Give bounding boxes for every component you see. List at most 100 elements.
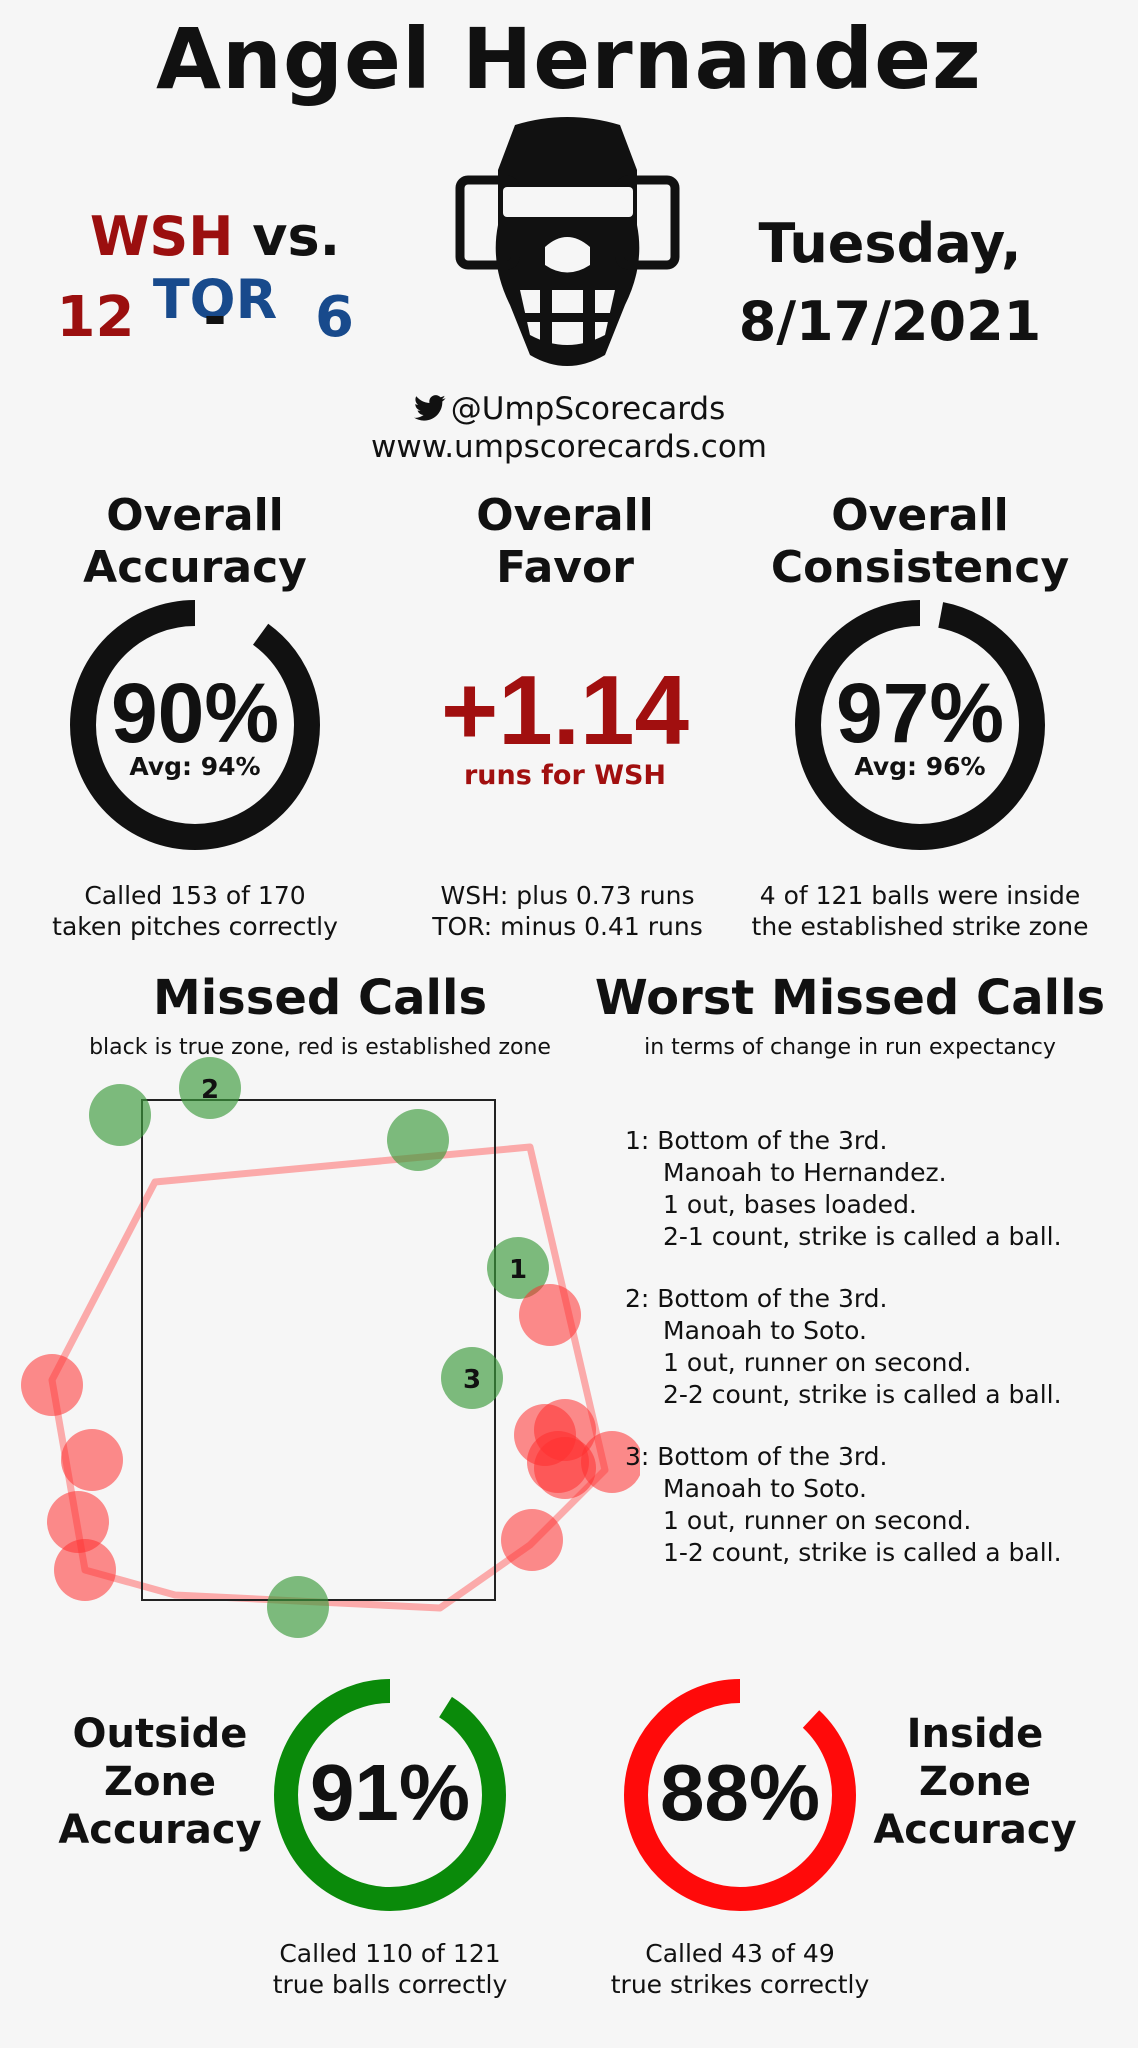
call-2-line4: 2-2 count, strike is called a ball.	[663, 1380, 1062, 1409]
overall-accuracy-caption-line1: Called 153 of 170	[84, 881, 306, 910]
missed-call-dot	[387, 1109, 449, 1171]
missed-calls-plot: 2 1 3	[21, 1057, 640, 1638]
website-link[interactable]: www.umpscorecards.com	[370, 429, 768, 465]
list-item: 3: Bottom of the 3rd. Manoah to Soto. 1 …	[625, 1441, 1105, 1569]
missed-call-dot	[21, 1354, 83, 1416]
umpire-mask-icon	[455, 117, 680, 366]
call-2-line2: Manoah to Soto.	[663, 1316, 867, 1345]
overall-consistency-value: 97%	[835, 666, 1005, 760]
inside-zone-title-line1: Inside	[906, 1711, 1044, 1757]
call-3-line1: 3: Bottom of the 3rd.	[625, 1442, 888, 1471]
call-1-line3: 1 out, bases loaded.	[663, 1190, 917, 1219]
overall-favor-block: +1.14 runs for WSH	[400, 660, 730, 791]
score-separator: -	[203, 285, 227, 350]
social-links: @UmpScorecards www.umpscorecards.com	[0, 390, 1138, 466]
call-3-line2: Manoah to Soto.	[663, 1474, 867, 1503]
outside-zone-title: Outside Zone Accuracy	[45, 1710, 275, 1854]
missed-call-dot	[89, 1084, 151, 1146]
worst-missed-calls-list: 1: Bottom of the 3rd. Manoah to Hernande…	[625, 1125, 1105, 1599]
missed-call-label-3: 3	[463, 1365, 481, 1395]
home-score: 12	[56, 285, 135, 350]
game-date: Tuesday, 8/17/2021	[720, 205, 1060, 361]
overall-favor-title-line2: Favor	[496, 542, 634, 593]
missed-call-dot-3	[441, 1347, 503, 1409]
inside-zone-caption: Called 43 of 49 true strikes correctly	[575, 1938, 905, 2000]
score: 12 - 6	[30, 285, 400, 350]
missed-call-label-1: 1	[509, 1255, 527, 1285]
missed-calls-subtitle: black is true zone, red is established z…	[89, 1035, 551, 1060]
overall-consistency-avg: Avg: 96%	[854, 752, 986, 781]
missed-call-label-2: 2	[201, 1075, 219, 1105]
matchup: WSH vs. TOR	[30, 205, 400, 331]
overall-accuracy-value: 90%	[110, 666, 280, 760]
overall-accuracy-title-line1: Overall	[106, 490, 284, 541]
date-weekday: Tuesday,	[758, 212, 1022, 275]
away-score: 6	[315, 285, 354, 350]
inside-zone-ring	[624, 1679, 856, 1911]
overall-consistency-caption-line2: the established strike zone	[751, 912, 1089, 941]
twitter-handle[interactable]: @UmpScorecards	[450, 391, 726, 427]
inside-zone-title: Inside Zone Accuracy	[860, 1710, 1090, 1854]
outside-zone-title-line1: Outside	[72, 1711, 248, 1757]
call-2-line3: 1 out, runner on second.	[663, 1348, 972, 1377]
overall-accuracy-title-line2: Accuracy	[83, 542, 307, 593]
outside-zone-caption-line1: Called 110 of 121	[279, 1939, 501, 1968]
call-2-line1: 2: Bottom of the 3rd.	[625, 1284, 888, 1313]
outside-zone-caption-line2: true balls correctly	[272, 1970, 508, 1999]
missed-call-dot-2	[179, 1057, 241, 1119]
outside-zone-value: 91%	[309, 1748, 471, 1837]
inside-zone-value: 88%	[659, 1748, 821, 1837]
overall-accuracy-ring	[70, 600, 320, 850]
overall-accuracy-caption-line2: taken pitches correctly	[52, 912, 338, 941]
away-team: TOR	[152, 268, 278, 331]
outside-zone-title-line3: Accuracy	[58, 1807, 262, 1853]
overall-favor-caption-line1: WSH: plus 0.73 runs	[440, 881, 695, 910]
overall-consistency-title-line2: Consistency	[770, 542, 1070, 593]
missed-call-dot	[47, 1491, 109, 1553]
missed-call-dot	[501, 1509, 563, 1571]
date-value: 8/17/2021	[738, 290, 1042, 353]
twitter-bird-icon	[413, 395, 446, 421]
overall-accuracy-caption: Called 153 of 170 taken pitches correctl…	[20, 880, 370, 942]
missed-call-dot	[54, 1539, 116, 1601]
umpire-name: Angel Hernandez	[156, 10, 982, 108]
missed-call-dot-1	[487, 1237, 549, 1299]
missed-calls-title: Missed Calls	[152, 970, 488, 1026]
call-1-line4: 2-1 count, strike is called a ball.	[663, 1222, 1062, 1251]
inside-zone-caption-line2: true strikes correctly	[610, 1970, 870, 1999]
missed-call-dot	[534, 1437, 596, 1499]
list-item: 1: Bottom of the 3rd. Manoah to Hernande…	[625, 1125, 1105, 1253]
call-1-line2: Manoah to Hernandez.	[663, 1158, 947, 1187]
outside-zone-ring	[274, 1679, 506, 1911]
call-3-line4: 1-2 count, strike is called a ball.	[663, 1538, 1062, 1567]
overall-accuracy-avg: Avg: 94%	[129, 752, 261, 781]
outside-zone-title-line2: Zone	[103, 1759, 217, 1805]
overall-favor-subtitle: runs for WSH	[463, 760, 667, 791]
overall-consistency-caption: 4 of 121 balls were inside the establish…	[740, 880, 1100, 942]
call-3-line3: 1 out, runner on second.	[663, 1506, 972, 1535]
outside-zone-caption: Called 110 of 121 true balls correctly	[225, 1938, 555, 2000]
overall-favor-value: +1.14	[441, 655, 689, 765]
overall-favor-caption-line2: TOR: minus 0.41 runs	[432, 912, 703, 941]
list-item: 2: Bottom of the 3rd. Manoah to Soto. 1 …	[625, 1283, 1105, 1411]
inside-zone-caption-line1: Called 43 of 49	[645, 1939, 835, 1968]
missed-call-dot	[581, 1431, 640, 1493]
worst-missed-calls-title: Worst Missed Calls	[594, 970, 1106, 1026]
overall-consistency-title-line1: Overall	[831, 490, 1009, 541]
overall-consistency-ring	[795, 600, 1045, 850]
worst-missed-calls-subtitle: in terms of change in run expectancy	[644, 1035, 1056, 1060]
overall-favor-title-line1: Overall	[476, 490, 654, 541]
missed-call-dot	[519, 1284, 581, 1346]
inside-zone-title-line3: Accuracy	[873, 1807, 1077, 1853]
vs-label: vs.	[252, 205, 341, 268]
missed-call-dot	[267, 1576, 329, 1638]
home-team: WSH	[89, 205, 234, 268]
missed-call-dot	[61, 1429, 123, 1491]
overall-favor-caption: WSH: plus 0.73 runs TOR: minus 0.41 runs	[400, 880, 735, 942]
call-1-line1: 1: Bottom of the 3rd.	[625, 1126, 888, 1155]
overall-accuracy-title: Overall Accuracy	[40, 490, 350, 594]
overall-consistency-caption-line1: 4 of 121 balls were inside	[759, 881, 1081, 910]
inside-zone-title-line2: Zone	[918, 1759, 1032, 1805]
established-zone-outline	[48, 1143, 609, 1612]
overall-favor-title: Overall Favor	[410, 490, 720, 594]
